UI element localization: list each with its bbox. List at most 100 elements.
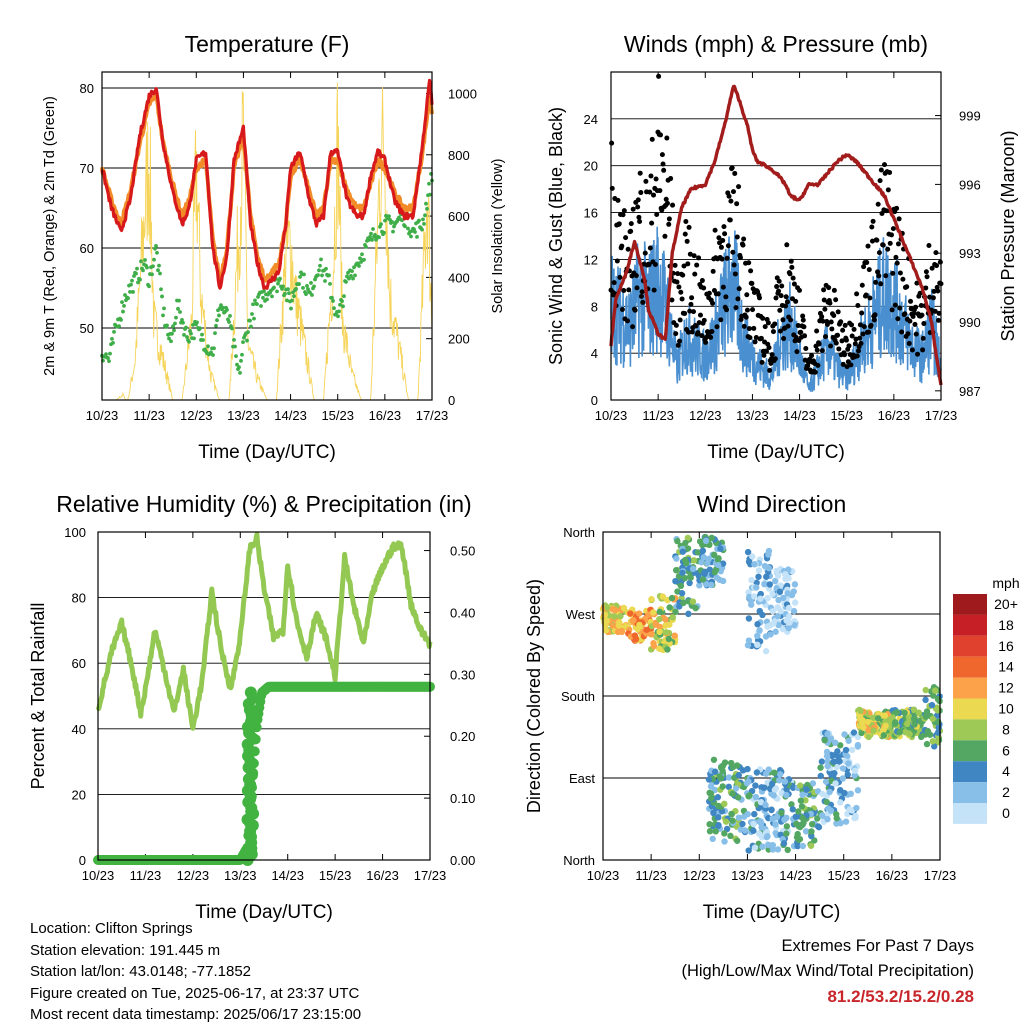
solar-insolation-series [102,82,433,401]
direction-point [755,573,762,580]
gust-point [820,318,826,324]
gust-point [649,136,655,142]
gust-point [814,328,820,334]
y-right-tick-label: 0 [448,393,455,408]
dewpoint-point [379,222,383,227]
direction-point [656,608,663,615]
dewpoint-point [139,259,143,264]
gust-point [890,226,896,232]
direction-point [774,846,782,853]
dewpoint-point [138,277,142,282]
y-tick-label: 40 [72,722,86,737]
gust-point [872,312,878,318]
x-tick-label: 13/23 [227,408,260,423]
direction-point [744,548,752,556]
gust-point [675,271,681,277]
gust-point [816,341,822,347]
direction-point [928,701,936,709]
x-tick-label: 10/23 [595,408,628,423]
dewpoint-point [309,281,313,285]
gust-point [853,336,859,342]
x-tick-label: 13/23 [224,868,257,883]
gust-point [854,353,860,359]
direction-point [824,816,831,823]
gust-point [696,320,702,326]
gust-point [721,224,727,230]
direction-point [694,549,702,556]
dewpoint-point [347,276,351,281]
gust-point [625,246,631,252]
dewpoint-point [342,294,346,298]
gust-point [824,322,830,328]
gust-point [659,152,665,158]
direction-point [769,846,777,853]
direction-point [777,608,784,615]
x-axis-title: Time (Day/UTC) [195,902,333,923]
gust-point [869,238,875,244]
gust-point [718,244,724,250]
gust-point [880,242,886,248]
gust-point [866,329,872,335]
dewpoint-point [119,317,123,322]
gust-point [636,214,642,220]
gust-point [883,273,889,279]
direction-point [721,830,728,837]
direction-point [769,590,776,598]
gust-point [672,262,678,268]
gust-point [762,324,768,330]
dewpoint-point [250,312,254,316]
gust-point [736,286,742,292]
direction-point [708,581,715,589]
gust-point [701,317,707,323]
gust-point [844,364,850,370]
gust-point [852,341,858,347]
direction-point [729,817,736,824]
legend-label: 10 [998,701,1014,717]
gust-point [918,302,924,308]
gust-point [664,200,670,206]
gust-point [781,336,787,342]
dewpoint-point [215,318,219,323]
direction-point [714,794,722,801]
direction-point [865,733,872,741]
direction-point [721,800,728,808]
legend-label: 20+ [994,596,1018,612]
direction-point [851,772,858,779]
y-right-tick-label: 0.50 [450,544,475,559]
direction-point [903,720,911,728]
direction-point [627,610,634,617]
gust-point [639,289,645,295]
y-right-tick-label: 0.00 [450,853,475,868]
y-right-tick-label: 200 [448,332,470,347]
direction-point [759,843,766,850]
dewpoint-point [221,305,225,310]
x-tick-label: 14/23 [779,868,812,883]
direction-point [789,784,797,791]
dewpoint-point [169,339,173,344]
direction-point [762,801,769,809]
direction-point [765,551,772,558]
direction-point [719,560,727,567]
dewpoint-point [316,273,320,278]
gust-point [897,270,903,276]
dewpoint-point [357,264,361,268]
gust-point [766,345,772,351]
x-tick-label: 11/23 [130,868,162,883]
direction-point [762,770,770,777]
direction-point [770,792,777,799]
direction-point [786,619,793,626]
y-tick-label: 4 [591,346,598,361]
gust-point [883,208,889,214]
y-right-axis-title: Station Pressure (Maroon) [998,130,1018,341]
direction-point [769,608,776,615]
dewpoint-point [212,346,216,351]
gust-point [935,317,941,323]
direction-point [765,565,773,572]
gust-point [652,261,658,267]
gust-point [687,308,693,314]
dewpoint-point [368,235,372,239]
direction-point [765,841,772,849]
dewpoint-point [278,276,282,281]
gust-point [889,307,895,313]
gust-point [927,294,933,300]
